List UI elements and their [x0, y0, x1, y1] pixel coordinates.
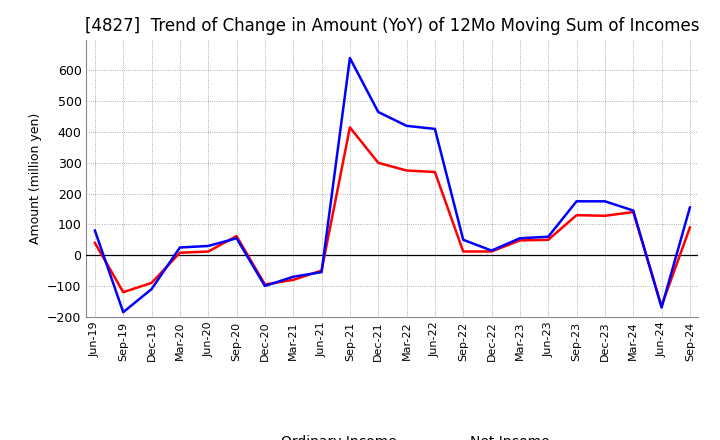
- Ordinary Income: [91, 228, 99, 233]
- Ordinary Income: [657, 305, 666, 310]
- Legend: Ordinary Income, Net Income: Ordinary Income, Net Income: [230, 429, 555, 440]
- Ordinary Income: [289, 274, 297, 279]
- Net Income: [544, 237, 552, 242]
- Net Income: [459, 249, 467, 254]
- Net Income: [204, 249, 212, 254]
- Net Income: [629, 209, 637, 215]
- Net Income: [91, 240, 99, 246]
- Net Income: [261, 282, 269, 287]
- Ordinary Income: [346, 55, 354, 61]
- Ordinary Income: [516, 235, 524, 241]
- Title: [4827]  Trend of Change in Amount (YoY) of 12Mo Moving Sum of Incomes: [4827] Trend of Change in Amount (YoY) o…: [85, 17, 700, 35]
- Net Income: [346, 125, 354, 130]
- Net Income: [685, 225, 694, 230]
- Net Income: [318, 268, 326, 273]
- Ordinary Income: [629, 208, 637, 213]
- Net Income: [289, 277, 297, 282]
- Ordinary Income: [487, 248, 496, 253]
- Net Income: [374, 160, 382, 165]
- Y-axis label: Amount (million yen): Amount (million yen): [29, 113, 42, 244]
- Ordinary Income: [261, 283, 269, 289]
- Line: Net Income: Net Income: [95, 127, 690, 306]
- Ordinary Income: [572, 198, 581, 204]
- Net Income: [119, 290, 127, 295]
- Net Income: [487, 249, 496, 254]
- Line: Ordinary Income: Ordinary Income: [95, 58, 690, 312]
- Net Income: [516, 238, 524, 243]
- Net Income: [402, 168, 411, 173]
- Ordinary Income: [459, 237, 467, 242]
- Ordinary Income: [119, 310, 127, 315]
- Ordinary Income: [544, 234, 552, 239]
- Ordinary Income: [233, 235, 241, 241]
- Ordinary Income: [176, 245, 184, 250]
- Net Income: [148, 280, 156, 286]
- Net Income: [657, 304, 666, 309]
- Net Income: [572, 213, 581, 218]
- Ordinary Income: [402, 123, 411, 128]
- Net Income: [431, 169, 439, 175]
- Net Income: [233, 234, 241, 239]
- Ordinary Income: [204, 243, 212, 249]
- Ordinary Income: [148, 286, 156, 292]
- Ordinary Income: [318, 269, 326, 275]
- Ordinary Income: [600, 198, 609, 204]
- Net Income: [176, 250, 184, 255]
- Ordinary Income: [431, 126, 439, 132]
- Ordinary Income: [374, 109, 382, 114]
- Net Income: [600, 213, 609, 218]
- Ordinary Income: [685, 205, 694, 210]
